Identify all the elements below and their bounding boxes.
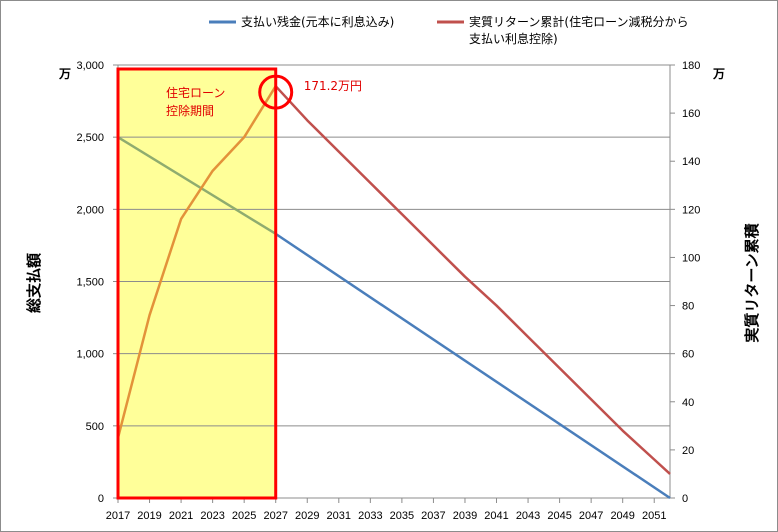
x-tick-label: 2017 (106, 510, 130, 522)
annotation: 171.2万円 (258, 74, 362, 110)
right-tick-label: 40 (682, 397, 694, 409)
x-tick-label: 2051 (642, 510, 666, 522)
left-tick-label: 1,500 (76, 277, 104, 289)
left-tick-label: 0 (98, 493, 104, 505)
legend-label-2b: 支払い利息控除) (469, 31, 558, 46)
right-tick-label: 180 (682, 60, 700, 72)
series-line-2-deduction-period (116, 85, 277, 439)
x-tick-label: 2019 (137, 510, 161, 522)
gridlines (118, 64, 670, 499)
right-tick-label: 160 (682, 108, 700, 120)
highlight-region (118, 69, 276, 498)
annotation-label: 171.2万円 (304, 79, 362, 93)
x-tick-label: 2027 (263, 510, 287, 522)
right-tick-label: 0 (682, 493, 688, 505)
legend-label-1: 支払い残金(元本に利息込み) (241, 14, 394, 29)
axis-titles: 総支払額 実質リターン累積 (25, 222, 761, 342)
right-tick-label: 20 (682, 445, 694, 457)
left-tick-label: 500 (86, 421, 104, 433)
x-tick-label: 2045 (547, 510, 571, 522)
highlight-region-label-2: 控除期間 (166, 103, 214, 118)
x-tick-label: 2037 (421, 510, 445, 522)
x-tick-label: 2025 (232, 510, 256, 522)
left-axis-unit: 万 (58, 67, 71, 81)
right-axis-unit: 万 (712, 67, 725, 81)
x-tick-label: 2021 (169, 510, 193, 522)
series-line-2 (274, 85, 671, 475)
right-tick-label: 60 (682, 349, 694, 361)
x-tick-label: 2047 (579, 510, 603, 522)
x-tick-label: 2041 (484, 510, 508, 522)
highlight-region-border-rect (116, 67, 278, 500)
x-tick-label: 2039 (453, 510, 477, 522)
left-tick-label: 2,500 (76, 132, 104, 144)
legend: 支払い残金(元本に利息込み) 実質リターン累計(住宅ローン減税分から支払い利息控除… (209, 14, 688, 46)
left-tick-label: 1,000 (76, 349, 104, 361)
annotation-circle (258, 74, 294, 110)
x-tick-label: 2033 (358, 510, 382, 522)
x-tick-label: 2029 (295, 510, 319, 522)
legend-label-2a: 実質リターン累計(住宅ローン減税分から (469, 14, 688, 29)
right-axis-title: 実質リターン累積 (743, 222, 761, 342)
series-line-1-deduction-period (117, 136, 277, 235)
left-tick-label: 2,000 (76, 204, 104, 216)
right-tick-label: 120 (682, 204, 700, 216)
x-tick-label: 2049 (610, 510, 634, 522)
highlight-region-fill (118, 69, 276, 498)
x-tick-label: 2023 (200, 510, 224, 522)
right-tick-label: 140 (682, 156, 700, 168)
series-line-1 (275, 232, 671, 500)
left-tick-label: 3,000 (76, 60, 104, 72)
series-lines (116, 85, 671, 500)
x-tick-label: 2031 (327, 510, 351, 522)
tick-labels: 0 500 1,000 1,500 2,000 2,500 3,000 0 20 40 60 80 10… (58, 60, 725, 522)
right-tick-label: 80 (682, 301, 694, 313)
x-tick-label: 2035 (390, 510, 414, 522)
left-axis-title: 総支払額 (25, 253, 43, 313)
x-tick-label: 2043 (516, 510, 540, 522)
highlight-region-label-1: 住宅ローン (166, 85, 225, 100)
right-tick-label: 100 (682, 252, 700, 264)
